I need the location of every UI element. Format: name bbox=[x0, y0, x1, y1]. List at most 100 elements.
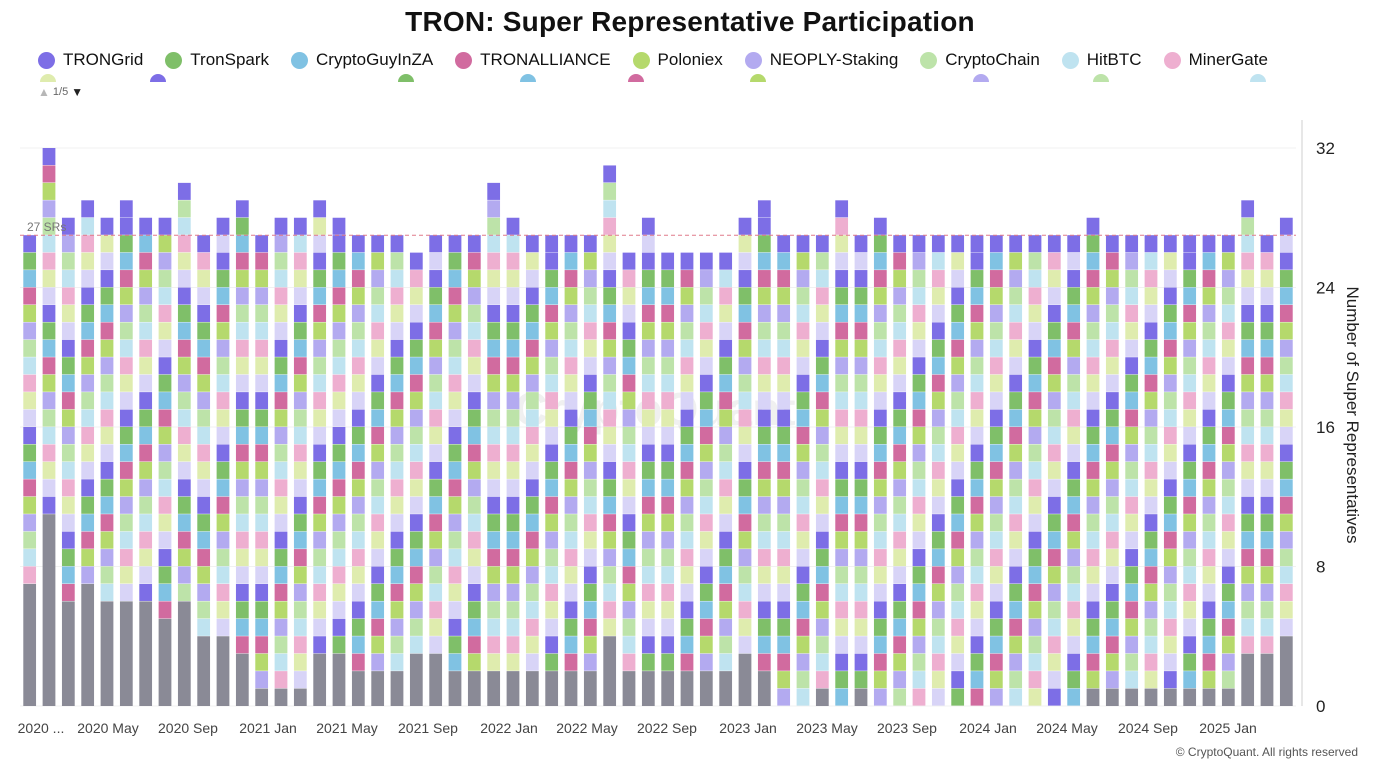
bar[interactable] bbox=[564, 235, 578, 706]
bar-segment bbox=[1125, 636, 1139, 654]
bar[interactable] bbox=[216, 217, 230, 706]
legend-page-down-icon[interactable]: ▼ bbox=[71, 85, 84, 99]
bar-segment bbox=[197, 549, 211, 567]
bar[interactable] bbox=[757, 200, 771, 706]
legend-item[interactable]: TRONALLIANCE bbox=[455, 50, 611, 70]
bar[interactable] bbox=[931, 235, 945, 706]
bar[interactable] bbox=[951, 235, 965, 706]
bar[interactable] bbox=[1279, 217, 1293, 706]
bar[interactable] bbox=[61, 217, 75, 706]
bar[interactable] bbox=[835, 200, 849, 706]
bar[interactable] bbox=[448, 235, 462, 706]
bar[interactable] bbox=[699, 252, 713, 706]
bar-segment bbox=[1221, 601, 1235, 619]
bar[interactable] bbox=[351, 235, 365, 706]
bar[interactable] bbox=[680, 252, 694, 706]
bar[interactable] bbox=[893, 235, 907, 706]
bar[interactable] bbox=[1105, 235, 1119, 706]
bar[interactable] bbox=[854, 235, 868, 706]
bar[interactable] bbox=[313, 200, 327, 706]
bar-segment bbox=[1086, 374, 1100, 392]
bar-segment bbox=[1144, 601, 1158, 619]
legend-item[interactable]: HitBTC bbox=[1061, 50, 1142, 70]
bar[interactable] bbox=[1163, 235, 1177, 706]
bar[interactable] bbox=[42, 148, 56, 706]
bar-segment bbox=[545, 618, 559, 636]
bar-segment bbox=[719, 374, 733, 392]
bar[interactable] bbox=[661, 252, 675, 706]
bar-segment bbox=[912, 339, 926, 357]
bar[interactable] bbox=[409, 252, 423, 706]
bar[interactable] bbox=[815, 235, 829, 706]
bar[interactable] bbox=[1202, 235, 1216, 706]
bar-segment bbox=[719, 427, 733, 445]
grid bbox=[20, 147, 1296, 707]
bar[interactable] bbox=[177, 182, 191, 706]
bar-segment bbox=[912, 688, 926, 706]
legend-item[interactable]: Poloniex bbox=[632, 50, 723, 70]
bar[interactable] bbox=[235, 200, 249, 706]
bar-segment bbox=[332, 217, 346, 235]
bar-segment bbox=[989, 653, 1003, 671]
bar[interactable] bbox=[1260, 235, 1274, 706]
legend-item[interactable]: NEOPLY-Staking bbox=[744, 50, 898, 70]
bar[interactable] bbox=[1144, 235, 1158, 706]
bar-segment bbox=[467, 357, 481, 375]
bar-segment bbox=[1241, 357, 1255, 375]
bar[interactable] bbox=[1067, 235, 1081, 706]
bar-segment bbox=[1163, 427, 1177, 445]
bar[interactable] bbox=[255, 235, 269, 706]
bar[interactable] bbox=[23, 235, 37, 706]
bar[interactable] bbox=[525, 235, 539, 706]
bar[interactable] bbox=[622, 252, 636, 706]
bar[interactable] bbox=[1183, 235, 1197, 706]
bar[interactable] bbox=[119, 200, 133, 706]
bar-segment bbox=[525, 235, 539, 253]
bar[interactable] bbox=[1086, 217, 1100, 706]
bar[interactable] bbox=[1241, 200, 1255, 706]
bar-segment bbox=[255, 461, 269, 479]
bar-segment bbox=[815, 653, 829, 671]
bar[interactable] bbox=[100, 217, 114, 706]
bar[interactable] bbox=[1047, 235, 1061, 706]
legend-item[interactable]: CryptoGuyInZA bbox=[291, 50, 433, 70]
bar[interactable] bbox=[1125, 235, 1139, 706]
bar[interactable] bbox=[81, 200, 95, 706]
bar[interactable] bbox=[912, 235, 926, 706]
bar[interactable] bbox=[274, 217, 288, 706]
bar[interactable] bbox=[332, 217, 346, 706]
bar[interactable] bbox=[719, 252, 733, 706]
bar-segment bbox=[893, 496, 907, 514]
bar[interactable] bbox=[390, 235, 404, 706]
bar-segment bbox=[1241, 636, 1255, 654]
bar[interactable] bbox=[1028, 235, 1042, 706]
legend-item[interactable]: TRONGrid bbox=[38, 50, 143, 70]
bar[interactable] bbox=[506, 217, 520, 706]
legend-item[interactable]: CryptoChain bbox=[920, 50, 1040, 70]
bar[interactable] bbox=[641, 217, 655, 706]
bar[interactable] bbox=[989, 235, 1003, 706]
bar[interactable] bbox=[158, 217, 172, 706]
bar[interactable] bbox=[583, 235, 597, 706]
bar[interactable] bbox=[603, 165, 617, 706]
bar[interactable] bbox=[371, 235, 385, 706]
bar[interactable] bbox=[796, 235, 810, 706]
bar[interactable] bbox=[1221, 235, 1235, 706]
bar[interactable] bbox=[545, 235, 559, 706]
bar[interactable] bbox=[777, 235, 791, 706]
bar-segment bbox=[1028, 357, 1042, 375]
bar[interactable] bbox=[467, 235, 481, 706]
bar[interactable] bbox=[970, 235, 984, 706]
bar[interactable] bbox=[197, 235, 211, 706]
bar[interactable] bbox=[738, 217, 752, 706]
bar[interactable] bbox=[429, 235, 443, 706]
bar[interactable] bbox=[293, 217, 307, 706]
legend-page-up-icon[interactable]: ▲ bbox=[38, 85, 50, 99]
bar[interactable] bbox=[487, 182, 501, 706]
bar[interactable] bbox=[1009, 235, 1023, 706]
bar-segment bbox=[1221, 583, 1235, 601]
bar[interactable] bbox=[139, 217, 153, 706]
legend-item[interactable]: TronSpark bbox=[165, 50, 269, 70]
bar[interactable] bbox=[873, 217, 887, 706]
legend-item[interactable]: MinerGate bbox=[1163, 50, 1268, 70]
